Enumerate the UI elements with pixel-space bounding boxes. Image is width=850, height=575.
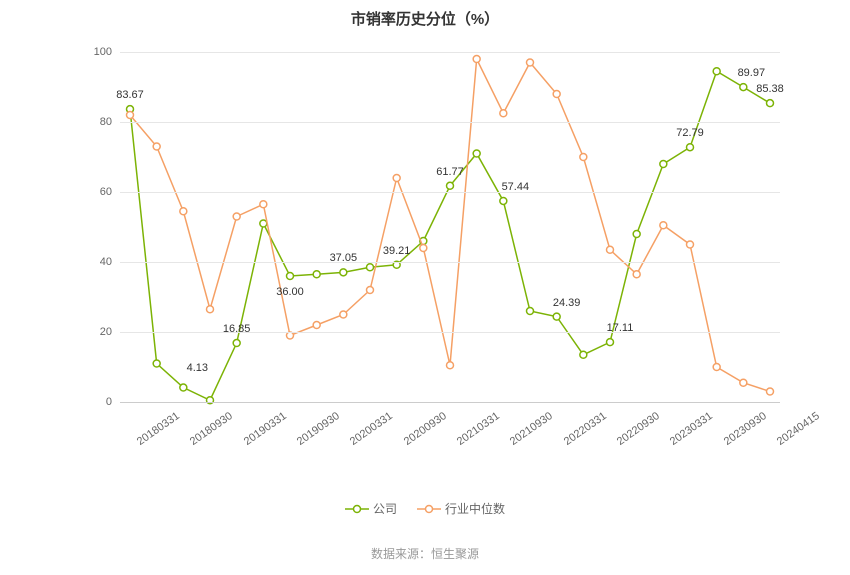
data-source: 数据来源：恒生聚源 (0, 545, 850, 562)
series-marker (740, 379, 747, 386)
series-marker (420, 245, 427, 252)
source-text: 恒生聚源 (431, 547, 479, 561)
series-marker (367, 287, 374, 294)
legend-label: 行业中位数 (445, 500, 505, 517)
series-marker (153, 143, 160, 150)
series-line-0 (130, 71, 770, 400)
grid-line (120, 122, 780, 123)
series-marker (580, 351, 587, 358)
series-marker (180, 384, 187, 391)
chart-container: 市销率历史分位（%） 02040608010020180331201809302… (0, 0, 850, 575)
series-marker (367, 264, 374, 271)
x-tick-label: 20190930 (295, 410, 342, 448)
legend-marker-icon (345, 502, 369, 516)
grid-line (120, 332, 780, 333)
y-tick-label: 60 (100, 186, 120, 198)
plot-area: 0204060801002018033120180930201903312019… (120, 52, 780, 402)
legend-item[interactable]: 行业中位数 (417, 500, 505, 517)
series-marker (660, 161, 667, 168)
y-tick-label: 20 (100, 326, 120, 338)
series-marker (287, 273, 294, 280)
series-marker (233, 340, 240, 347)
series-line-1 (130, 59, 770, 392)
grid-line (120, 192, 780, 193)
series-marker (313, 322, 320, 329)
series-marker (687, 241, 694, 248)
series-marker (633, 231, 640, 238)
series-marker (260, 220, 267, 227)
series-marker (713, 364, 720, 371)
x-tick-label: 20210331 (455, 410, 502, 448)
x-tick-label: 20190331 (242, 410, 289, 448)
legend: 公司 行业中位数 (0, 500, 850, 519)
x-tick-label: 20180930 (188, 410, 235, 448)
x-tick-label: 20200930 (402, 410, 449, 448)
series-marker (340, 311, 347, 318)
chart-title: 市销率历史分位（%） (0, 8, 850, 29)
series-marker (127, 112, 134, 119)
grid-line (120, 262, 780, 263)
series-marker (180, 208, 187, 215)
y-tick-label: 100 (94, 46, 120, 58)
legend-marker-icon (417, 502, 441, 516)
series-marker (340, 269, 347, 276)
series-marker (153, 360, 160, 367)
series-marker (767, 388, 774, 395)
series-marker (447, 182, 454, 189)
series-marker (500, 110, 507, 117)
series-marker (500, 197, 507, 204)
x-tick-label: 20240415 (775, 410, 822, 448)
y-tick-label: 80 (100, 116, 120, 128)
series-marker (740, 84, 747, 91)
series-marker (287, 332, 294, 339)
series-marker (687, 144, 694, 151)
x-tick-label: 20180331 (135, 410, 182, 448)
series-marker (553, 91, 560, 98)
grid-line (120, 52, 780, 53)
series-marker (660, 222, 667, 229)
series-marker (207, 306, 214, 313)
series-marker (527, 308, 534, 315)
y-tick-label: 0 (106, 396, 120, 408)
series-marker (633, 271, 640, 278)
x-tick-label: 20220930 (615, 410, 662, 448)
series-marker (580, 154, 587, 161)
x-tick-label: 20230331 (668, 410, 715, 448)
series-marker (313, 271, 320, 278)
series-marker (260, 201, 267, 208)
series-marker (713, 68, 720, 75)
series-marker (527, 59, 534, 66)
source-prefix: 数据来源： (371, 547, 431, 561)
y-tick-label: 40 (100, 256, 120, 268)
x-tick-label: 20220331 (562, 410, 609, 448)
series-marker (447, 362, 454, 369)
legend-label: 公司 (373, 500, 397, 517)
line-layer (120, 52, 780, 402)
series-marker (767, 100, 774, 107)
series-marker (607, 246, 614, 253)
x-tick-label: 20210930 (508, 410, 555, 448)
series-marker (393, 175, 400, 182)
series-marker (473, 150, 480, 157)
grid-line (120, 402, 780, 403)
series-marker (473, 56, 480, 63)
x-tick-label: 20230930 (722, 410, 769, 448)
series-marker (233, 213, 240, 220)
series-marker (553, 313, 560, 320)
series-marker (607, 339, 614, 346)
x-tick-label: 20200331 (348, 410, 395, 448)
legend-item[interactable]: 公司 (345, 500, 397, 517)
